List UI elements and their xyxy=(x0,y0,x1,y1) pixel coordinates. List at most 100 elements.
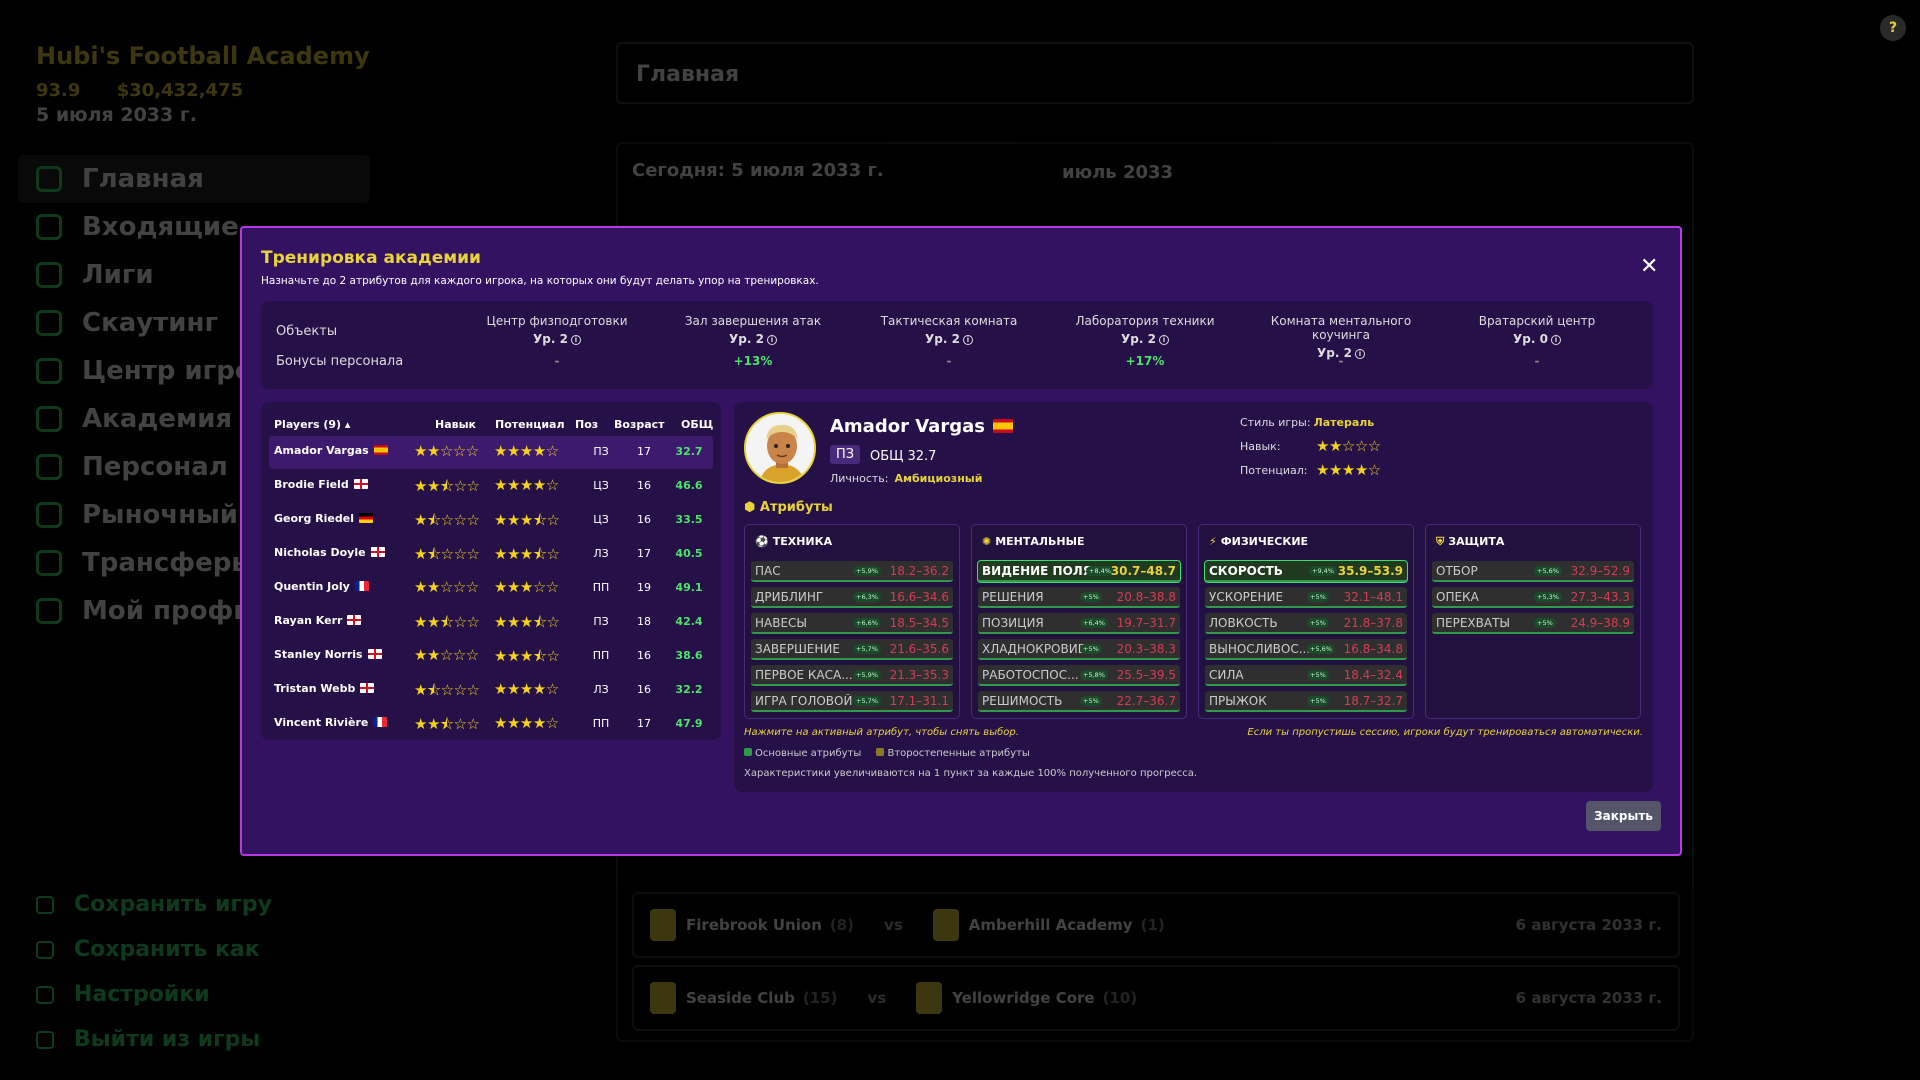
col-ovr[interactable]: ОБЩ xyxy=(681,418,714,431)
attribute-row[interactable]: ХЛАДНОКРОВИЕ +5% 20.3–38.3 xyxy=(978,639,1180,660)
sidebar-item[interactable]: Мой профи xyxy=(18,587,370,635)
player-overall: 47.9 xyxy=(675,717,703,730)
attribute-row[interactable]: РЕШИМОСТЬ +5% 22.7–36.7 xyxy=(978,691,1180,712)
away-team: Amberhill Academy xyxy=(968,916,1133,934)
sidebar-bottom-item[interactable]: Настройки xyxy=(36,972,272,1017)
attribute-row[interactable]: ВЫНОСЛИВОС... +5,6% 16.8–34.8 xyxy=(1205,639,1407,660)
flag-icon xyxy=(373,445,388,455)
close-button[interactable]: Закрыть xyxy=(1586,801,1661,831)
col-potential[interactable]: Потенциал xyxy=(495,418,565,431)
info-icon[interactable]: i xyxy=(766,335,777,345)
attribute-row[interactable]: СКОРОСТЬ +9,4% 35.9–53.9 xyxy=(1204,560,1408,583)
sidebar-item[interactable]: Трансферы xyxy=(18,539,370,587)
col-skill[interactable]: Навык xyxy=(435,418,477,431)
attributes-title: Атрибуты xyxy=(759,500,833,515)
attribute-row[interactable]: ЛОВКОСТЬ +5% 21.8–37.8 xyxy=(1205,613,1407,634)
attribute-row[interactable]: ОПЕКА +5,3% 27.3–43.3 xyxy=(1432,587,1634,608)
attribute-row[interactable]: ПЕРЕХВАТЫ +5% 24.9–38.9 xyxy=(1432,613,1634,634)
col-age[interactable]: Возраст xyxy=(614,418,665,431)
player-name: Vincent Rivière xyxy=(274,716,388,729)
player-name: Quentin Joly xyxy=(274,580,369,593)
attribute-row[interactable]: ОТБОР +5,6% 32.9–52.9 xyxy=(1432,561,1634,582)
col-players[interactable]: Players (9) ▴ xyxy=(274,418,351,431)
match-row[interactable]: Firebrook Union (8) vs Amberhill Academy (1)… xyxy=(632,892,1680,958)
sidebar-bottom-item[interactable]: Сохранить как xyxy=(36,927,272,972)
nav-icon xyxy=(36,550,62,576)
close-icon[interactable]: ✕ xyxy=(1640,254,1659,279)
potential-stars: ★★★☆☆ xyxy=(494,578,559,596)
team-crest-icon xyxy=(916,982,943,1014)
match-row[interactable]: Seaside Club (15) vs Yellowridge Core (10) 6 … xyxy=(632,965,1680,1031)
legend-primary-swatch xyxy=(744,748,752,756)
facility-name: Центр физподготовки xyxy=(486,314,628,328)
sidebar-item[interactable]: Лиги xyxy=(18,251,370,299)
play-style-value: Латераль xyxy=(1313,416,1375,429)
attribute-row[interactable]: ВИДЕНИЕ ПОЛЯ +8,4% 30.7–48.7 xyxy=(977,560,1181,583)
attribute-row[interactable]: РАБОТОСПОС... +5,8% 25.5–39.5 xyxy=(978,665,1180,686)
player-row[interactable]: Amador Vargas ★★☆☆☆ ★★★★☆ ПЗ 17 32.7 xyxy=(269,436,713,469)
sidebar-item[interactable]: Входящие xyxy=(18,203,370,251)
nav-icon xyxy=(36,310,62,336)
player-row[interactable]: Vincent Rivière ★★⯪☆☆ ★★★★☆ ПП 17 47.9 xyxy=(269,708,713,741)
potential-label: Потенциал: xyxy=(1240,464,1308,477)
sidebar-item-label: Рыночный с xyxy=(82,500,263,530)
attribute-row[interactable]: ИГРА ГОЛОВОЙ +5,7% 17.1–31.1 xyxy=(751,691,953,712)
player-row[interactable]: Nicholas Doyle ★⯪☆☆☆ ★★★⯪☆ ЛЗ 17 40.5 xyxy=(269,538,713,571)
attribute-row[interactable]: РЕШЕНИЯ +5% 20.8–38.8 xyxy=(978,587,1180,608)
player-detail: Amador Vargas ПЗ ОБЩ 32.7 Личность: Амбиц… xyxy=(734,402,1653,792)
player-name: Stanley Norris xyxy=(274,648,382,661)
sidebar-bottom-item[interactable]: Выйти из игры xyxy=(36,1017,272,1062)
category-title-text: ТЕХНИКА xyxy=(772,535,833,548)
attribute-row[interactable]: ПЕРВОЕ КАСА... +5,9% 21.3–35.3 xyxy=(751,665,953,686)
player-name-text: Tristan Webb xyxy=(274,682,356,695)
col-pos[interactable]: Поз xyxy=(575,418,599,431)
attribute-row[interactable]: ДРИБЛИНГ +6,3% 16.6–34.6 xyxy=(751,587,953,608)
sidebar-item[interactable]: Скаутинг xyxy=(18,299,370,347)
info-icon[interactable]: i xyxy=(1550,335,1561,345)
player-row[interactable]: Tristan Webb ★⯪☆☆☆ ★★★★☆ ЛЗ 16 32.2 xyxy=(269,674,713,707)
attribute-name: ПАС xyxy=(755,564,781,578)
attribute-row[interactable]: НАВЕСЫ +6,6% 18.5–34.5 xyxy=(751,613,953,634)
player-name-text: Stanley Norris xyxy=(274,648,363,661)
help-icon[interactable]: ? xyxy=(1880,15,1906,41)
sidebar-item[interactable]: Персонал xyxy=(18,443,370,491)
attribute-range: 18.2–36.2 xyxy=(889,564,949,578)
home-team: Firebrook Union xyxy=(686,916,822,934)
player-position: ПП xyxy=(592,649,610,662)
sidebar-item[interactable]: Центр игро xyxy=(18,347,370,395)
potential-stars: ★★★⯪☆ xyxy=(494,511,560,529)
potential-stars: ★★★★☆ xyxy=(494,714,559,732)
player-row[interactable]: Rayan Kerr ★★⯪☆☆ ★★★⯪☆ ПЗ 18 42.4 xyxy=(269,606,713,639)
sidebar-item[interactable]: Главная xyxy=(18,155,370,203)
sidebar-bottom-item[interactable]: Сохранить игру xyxy=(36,882,272,927)
info-icon[interactable]: i xyxy=(962,335,973,345)
attribute-row[interactable]: ПАС +5,9% 18.2–36.2 xyxy=(751,561,953,582)
attribute-row[interactable]: ПОЗИЦИЯ +6,4% 19.7–31.7 xyxy=(978,613,1180,634)
attribute-bonus: +6,6% xyxy=(853,618,881,628)
attribute-bonus: +5% xyxy=(1080,592,1102,602)
calendar-month: июль 2033 xyxy=(1062,162,1174,183)
attribute-row[interactable]: ЗАВЕРШЕНИЕ +5,7% 21.6–35.6 xyxy=(751,639,953,660)
player-row[interactable]: Stanley Norris ★★☆☆☆ ★★★⯪☆ ПП 16 38.6 xyxy=(269,640,713,673)
category-title-text: ФИЗИЧЕСКИЕ xyxy=(1220,535,1309,548)
info-icon[interactable]: i xyxy=(570,335,581,345)
player-position: ПЗ xyxy=(593,615,609,628)
info-icon[interactable]: i xyxy=(1354,349,1365,359)
sidebar-item[interactable]: Академия xyxy=(18,395,370,443)
player-row[interactable]: Georg Riedel ★⯪☆☆☆ ★★★⯪☆ ЦЗ 16 33.5 xyxy=(269,504,713,537)
play-style: Стиль игры: Латераль xyxy=(1240,416,1374,429)
player-position: ЦЗ xyxy=(593,513,609,526)
attribute-range: 16.6–34.6 xyxy=(889,590,949,604)
attribute-row[interactable]: СИЛА +5% 18.4–32.4 xyxy=(1205,665,1407,686)
attribute-row[interactable]: ПРЫЖОК +5% 18.7–32.7 xyxy=(1205,691,1407,712)
facility-name: Зал завершения атак xyxy=(684,314,822,328)
attribute-row[interactable]: УСКОРЕНИЕ +5% 32.1–48.1 xyxy=(1205,587,1407,608)
menu-icon xyxy=(36,985,54,1004)
facility-name: Тактическая комната xyxy=(880,314,1018,328)
sidebar-item[interactable]: Рыночный с xyxy=(18,491,370,539)
player-row[interactable]: Brodie Field ★★⯪☆☆ ★★★★☆ ЦЗ 16 46.6 xyxy=(269,470,713,503)
player-row[interactable]: Quentin Joly ★★☆☆☆ ★★★☆☆ ПП 19 49.1 xyxy=(269,572,713,605)
info-icon[interactable]: i xyxy=(1158,335,1169,345)
sidebar-bottom-label: Выйти из игры xyxy=(74,1027,261,1052)
